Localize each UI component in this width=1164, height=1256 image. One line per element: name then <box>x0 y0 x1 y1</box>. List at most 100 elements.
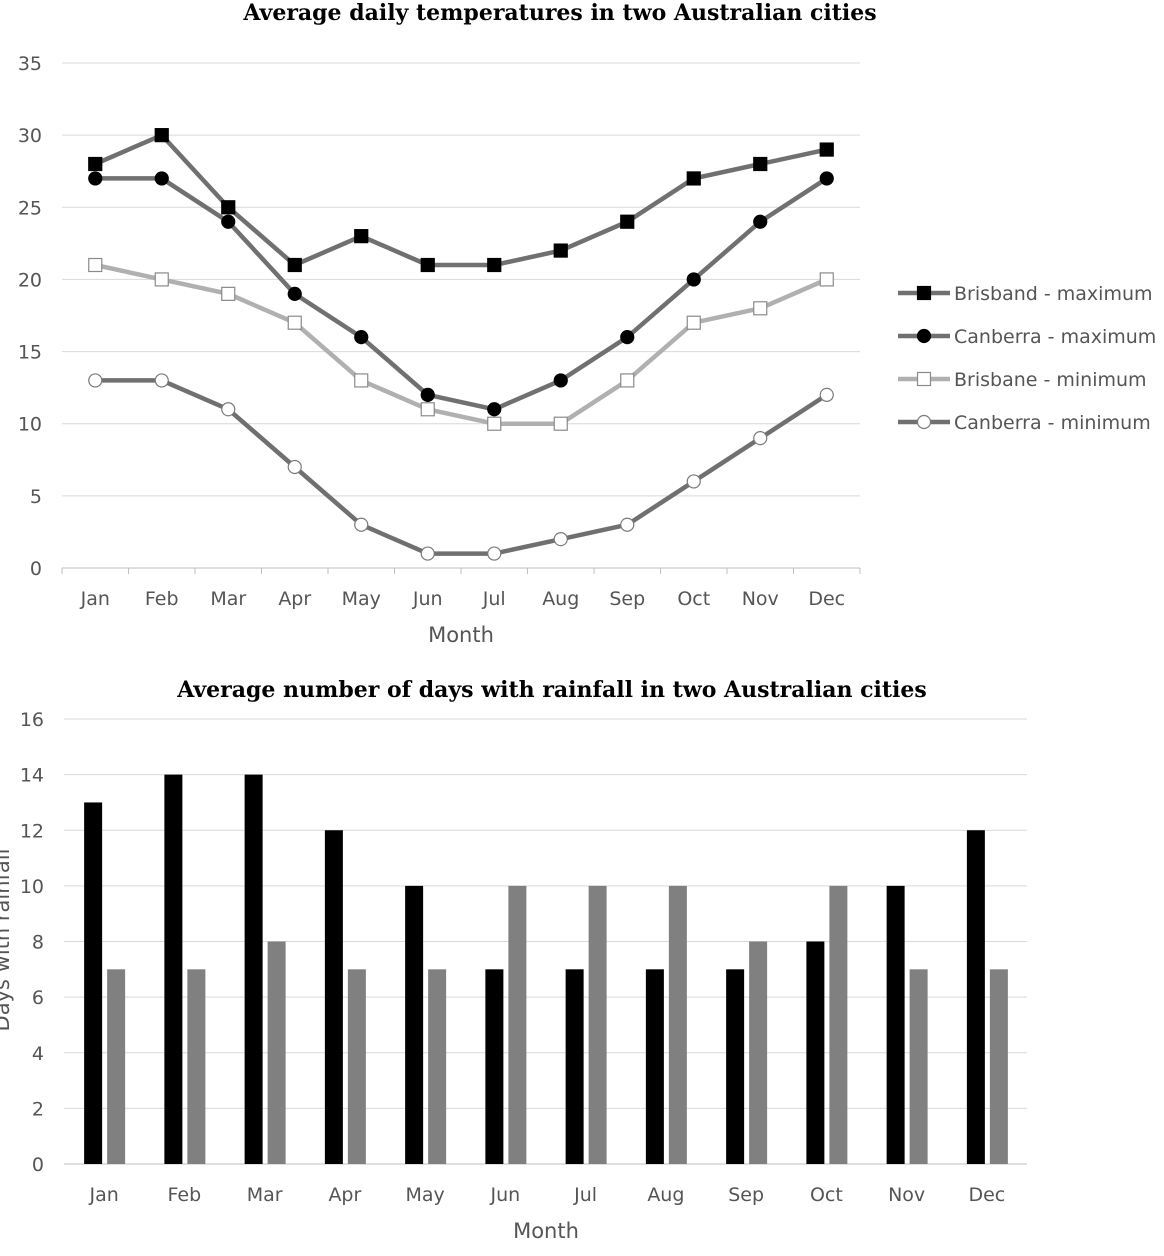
temperature-x-tick-label: Apr <box>278 588 311 610</box>
brisbane-min-line <box>94 262 828 426</box>
rainfall-y-tick-label: 2 <box>32 1098 44 1120</box>
rainfall-x-ticks: Jan Feb Mar Apr May Jun Jul Aug Sep Oct Nov Dec <box>88 1184 1005 1206</box>
rainfall-bar-grey <box>428 969 447 1164</box>
rainfall-y-tick-label: 12 <box>20 820 44 842</box>
rainfall-x-tick-label: Jul <box>573 1184 597 1206</box>
canberra-max-point <box>753 214 768 229</box>
temperature-y-tick-label: 20 <box>18 269 42 291</box>
canberra-max-point <box>553 373 568 388</box>
brisbane-min-point <box>753 301 768 316</box>
canberra-min-point <box>819 387 834 402</box>
canberra-min-point <box>221 402 236 417</box>
temperature-x-tick-label: Aug <box>542 588 579 610</box>
rainfall-x-tick-label: Mar <box>247 1184 283 1206</box>
temperature-x-tick-label: Sep <box>609 588 645 610</box>
temperature-chart-title: Average daily temperatures in two Austra… <box>242 0 876 26</box>
brisbane-max-point <box>487 257 502 273</box>
canberra-max-point <box>686 272 701 287</box>
canberra-min-point <box>354 517 369 532</box>
temperature-x-tick-label: Nov <box>742 588 779 610</box>
rainfall-x-tick-label: Jan <box>88 1184 118 1206</box>
brisbane-max-point <box>753 156 768 172</box>
legend-marker-swatch <box>916 328 932 344</box>
temperature-x-tick-label: Jan <box>80 588 110 610</box>
rainfall-bars <box>84 774 1008 1164</box>
canberra-min-point <box>620 517 635 532</box>
legend-canberra-min: Canberra - minimum <box>898 412 1151 434</box>
rainfall-bar-black <box>244 774 263 1164</box>
legend-marker-swatch <box>916 414 932 430</box>
canberra-min-point <box>553 532 568 547</box>
canberra-min-point <box>753 431 768 446</box>
rainfall-bar-black <box>886 885 905 1164</box>
rainfall-bar-grey <box>829 885 848 1164</box>
rainfall-chart: Average number of days with rainfall in … <box>0 677 1027 1243</box>
rainfall-y-tick-label: 14 <box>20 765 44 787</box>
canberra-max-point <box>88 171 103 186</box>
canberra-max-point <box>819 171 834 186</box>
legend-marker-swatch <box>916 371 932 387</box>
brisbane-max-point <box>553 243 568 258</box>
rainfall-bar-black <box>966 830 985 1164</box>
canberra-min-point <box>487 546 502 561</box>
temperature-x-tick-label: Jun <box>412 588 443 610</box>
temperature-x-tick-label: Jul <box>482 588 506 610</box>
rainfall-bar-grey <box>989 969 1008 1164</box>
brisbane-max-point <box>354 229 369 244</box>
canberra-min-point <box>686 474 701 489</box>
brisbane-min-point <box>686 315 701 330</box>
canberra-min-point <box>287 459 302 475</box>
rainfall-bar-grey <box>668 885 687 1164</box>
canberra-max-point <box>620 330 635 345</box>
rainfall-bar-black <box>164 774 183 1164</box>
rainfall-bar-black <box>645 969 664 1164</box>
temperature-y-tick-label: 30 <box>18 125 42 147</box>
brisbane-min-point <box>354 373 369 388</box>
rainfall-bar-black <box>726 969 745 1164</box>
rainfall-bar-black <box>485 969 504 1164</box>
temperature-x-tick-label: May <box>342 588 381 610</box>
rainfall-y-tick-label: 4 <box>32 1043 44 1065</box>
rainfall-bar-grey <box>588 885 607 1164</box>
rainfall-x-tick-label: Nov <box>888 1184 925 1206</box>
brisbane-min-point <box>819 272 834 287</box>
temperature-series <box>88 128 834 561</box>
brisbane-max-point <box>686 171 701 186</box>
rainfall-bar-grey <box>107 969 126 1164</box>
brisbane-max-point <box>154 128 169 143</box>
temperature-x-axis-title: Month <box>428 623 494 647</box>
rainfall-bar-grey <box>267 941 286 1164</box>
rainfall-bar-black <box>405 885 424 1164</box>
canberra-min-point <box>154 373 169 388</box>
temperature-y-tick-label: 5 <box>30 486 42 508</box>
temperature-x-tick-label: Feb <box>145 588 179 610</box>
rainfall-x-tick-label: Apr <box>328 1184 361 1206</box>
rainfall-y-tick-label: 8 <box>32 932 44 954</box>
legend-label: Brisband - maximum <box>954 283 1153 305</box>
canberra-max-point <box>287 286 302 301</box>
canberra-max-point <box>487 402 502 417</box>
rainfall-bar-black <box>565 969 584 1164</box>
rainfall-bar-grey <box>909 969 928 1164</box>
temperature-y-ticks: 0 5 10 15 20 25 30 35 <box>18 53 42 580</box>
legend-marker-swatch <box>916 285 932 301</box>
rainfall-y-ticks: 0 2 4 6 8 10 12 14 16 <box>20 709 44 1176</box>
brisbane-min-point <box>620 373 635 388</box>
temperature-chart: Average daily temperatures in two Austra… <box>18 0 1157 647</box>
brisbane-max-point <box>420 257 435 273</box>
rainfall-bar-grey <box>347 969 366 1164</box>
canberra-max-point <box>221 214 236 229</box>
temperature-x-ticks: Jan Feb Mar Apr May Jun Jul Aug Sep Oct Nov Dec <box>61 568 861 610</box>
temperature-y-tick-label: 0 <box>30 558 42 580</box>
temperature-legend: Brisband - maximum Canberra - maximum Bris… <box>898 283 1156 434</box>
rainfall-x-tick-label: May <box>405 1184 444 1206</box>
canberra-max-line <box>95 176 828 412</box>
legend-canberra-max: Canberra - maximum <box>898 326 1156 348</box>
brisbane-max-line <box>94 132 828 268</box>
brisbane-min-point <box>221 286 236 301</box>
temperature-y-tick-label: 10 <box>18 414 42 436</box>
temperature-gridlines <box>62 62 860 569</box>
canberra-max-point <box>154 171 169 186</box>
rainfall-y-tick-label: 6 <box>32 987 44 1009</box>
